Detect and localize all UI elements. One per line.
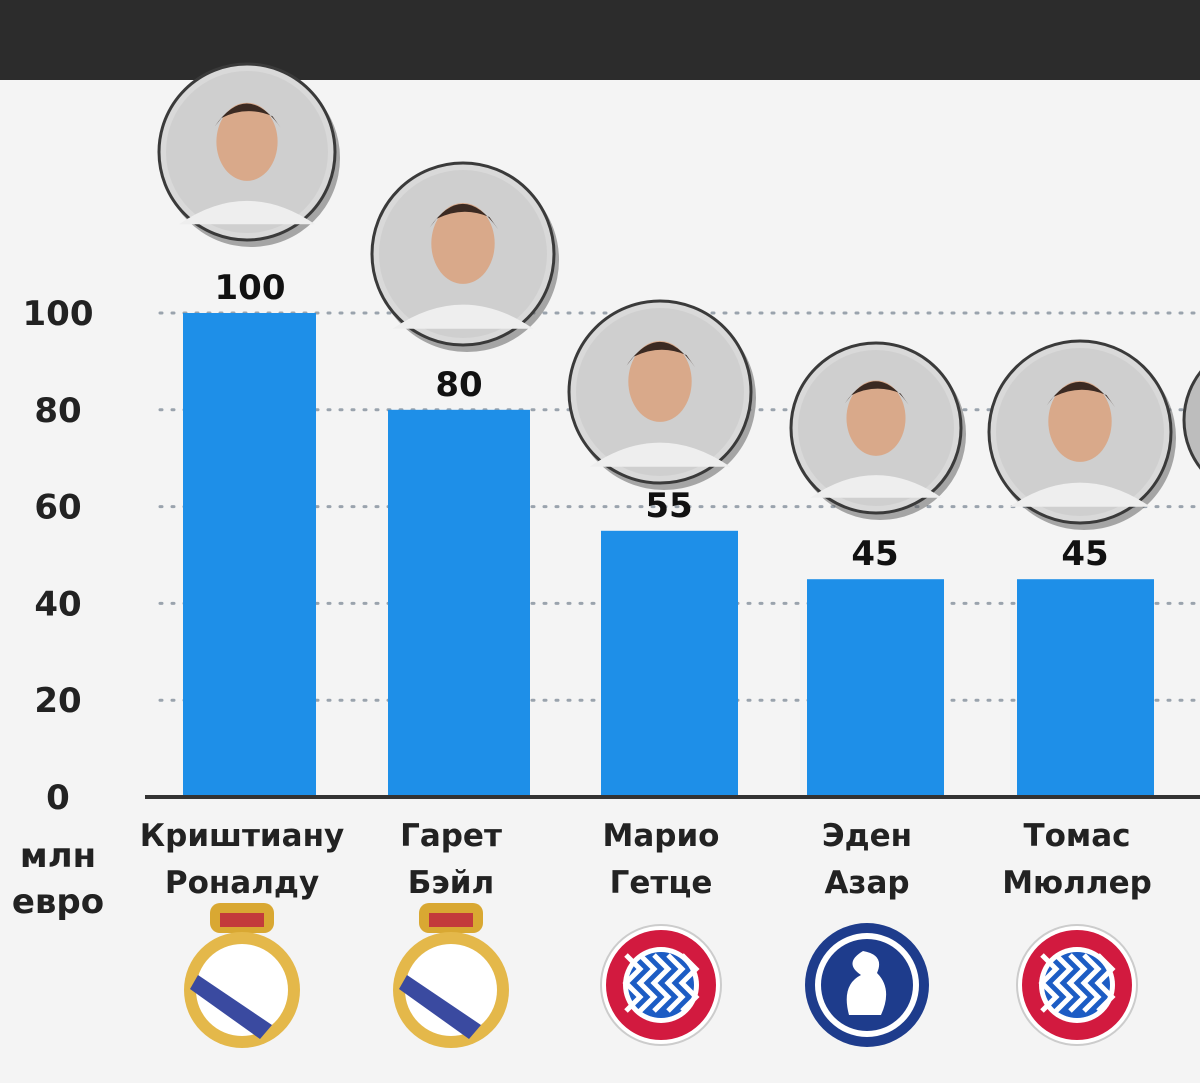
- x-category-label: Бэйл: [408, 865, 494, 901]
- bar-value-label: 45: [1061, 534, 1108, 574]
- y-tick-label: 100: [23, 294, 94, 334]
- partial-avatar: [1182, 370, 1200, 470]
- x-category-label: Криштиану: [140, 818, 344, 854]
- x-category-label: Эден: [822, 818, 912, 854]
- header-bar: [0, 0, 1200, 80]
- y-unit-label-line1: млн: [19, 836, 97, 876]
- chelsea-crest-icon: [805, 923, 929, 1047]
- bar-value-label: 100: [215, 268, 286, 308]
- y-tick-label: 80: [34, 391, 81, 431]
- x-category-label: Азар: [824, 865, 909, 901]
- player-avatar: [567, 299, 756, 490]
- y-tick-label: 60: [34, 488, 81, 528]
- y-tick-label: 40: [34, 584, 81, 624]
- bar: [388, 409, 530, 797]
- y-tick-label: 20: [34, 681, 81, 721]
- bar: [601, 530, 738, 797]
- x-category-label: Гарет: [400, 818, 502, 854]
- player-avatar: [789, 341, 966, 520]
- real-madrid-crest-icon: [184, 903, 300, 1048]
- real-madrid-crest-icon: [393, 903, 509, 1048]
- player-avatar: [157, 62, 340, 247]
- bar: [1017, 579, 1154, 797]
- bar-value-label: 80: [435, 365, 482, 405]
- bar: [807, 579, 944, 797]
- player-avatar: [987, 339, 1176, 530]
- x-category-label: Гетце: [610, 865, 713, 901]
- bayern-munich-crest-icon: [1016, 924, 1138, 1046]
- x-category-label: Томас: [1023, 818, 1130, 854]
- x-category-label: Марио: [603, 818, 720, 854]
- bar-value-label: 55: [645, 486, 692, 526]
- bar-value-label: 45: [851, 534, 898, 574]
- player-avatar: [370, 161, 559, 352]
- y-tick-label: 0: [46, 778, 70, 818]
- bayern-munich-crest-icon: [600, 924, 722, 1046]
- x-category-label: Роналду: [165, 865, 319, 901]
- x-category-label: Мюллер: [1002, 865, 1152, 901]
- y-unit-label-line2: евро: [11, 882, 105, 922]
- bar: [183, 313, 316, 797]
